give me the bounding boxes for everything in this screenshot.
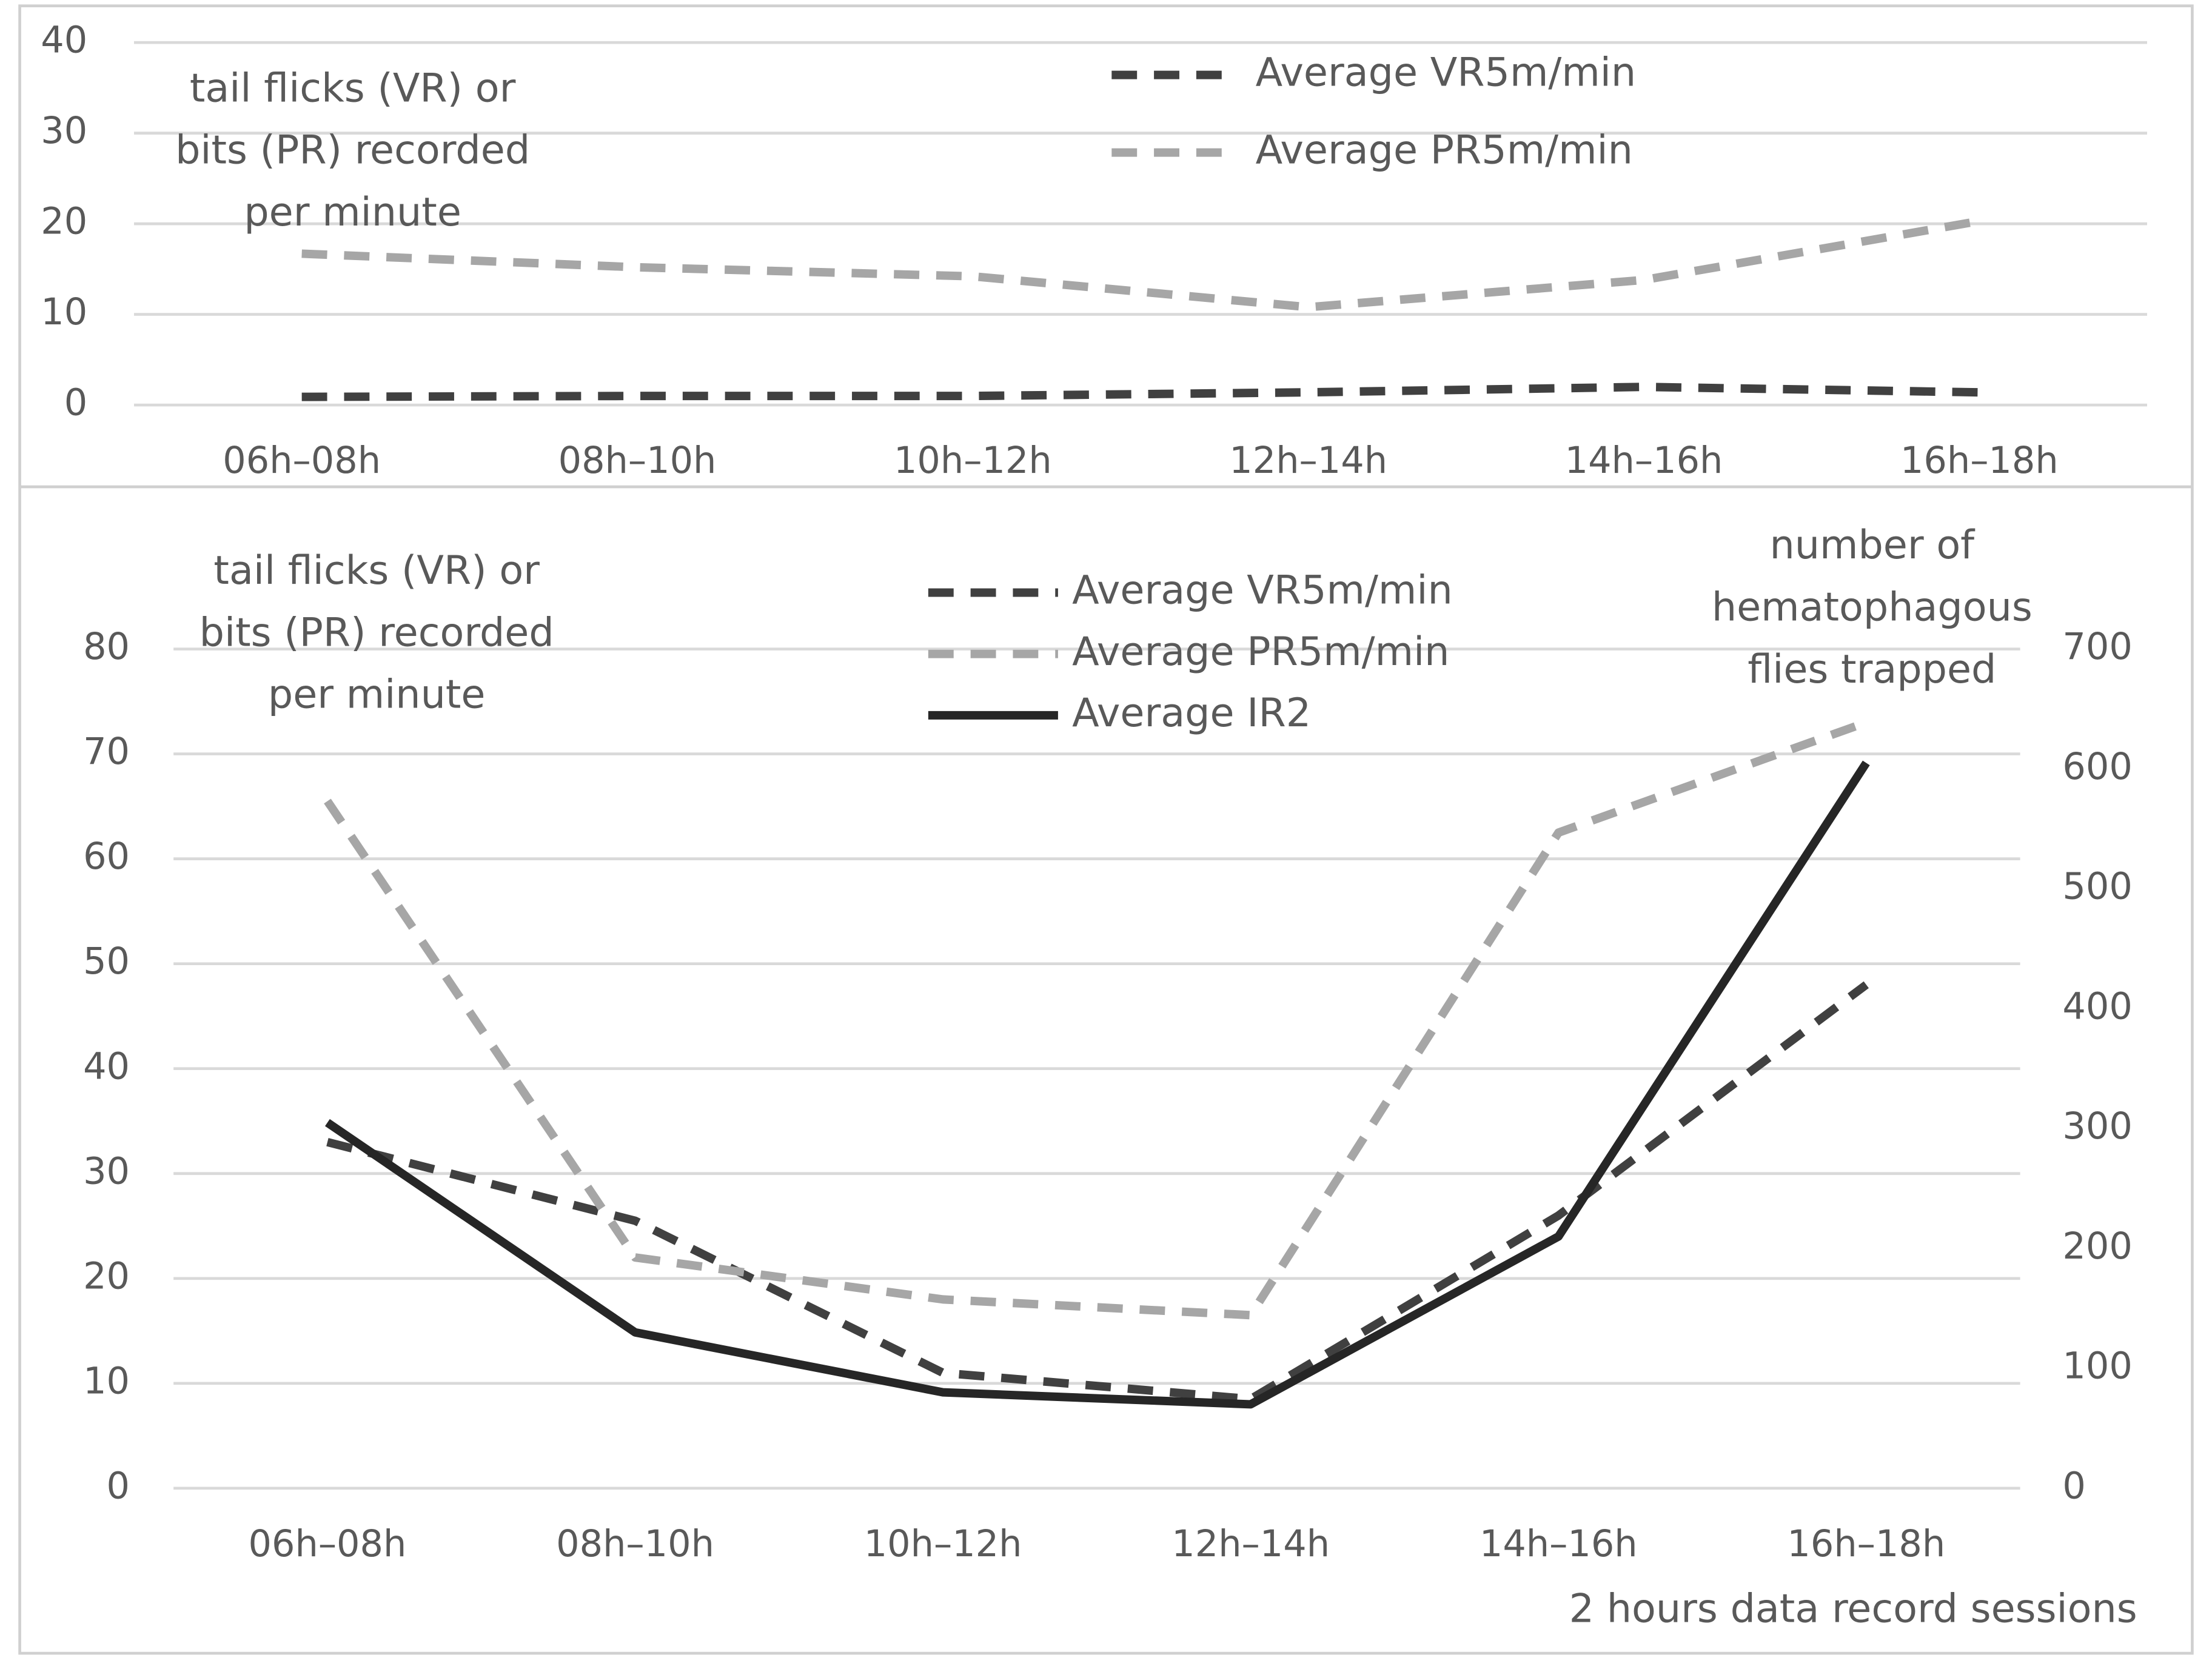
y-tick-label: 10 — [41, 291, 87, 333]
y2-tick-label: 300 — [2062, 1105, 2132, 1148]
legend-label: Average VR5m/min — [1072, 568, 1453, 614]
y-tick-label: 20 — [83, 1255, 130, 1297]
series-line — [324, 718, 1868, 1320]
legend-label: Average VR5m/min — [1256, 50, 1637, 96]
y2-tick-label: 0 — [2062, 1465, 2085, 1507]
y-tick-label: 50 — [83, 940, 130, 983]
y-axis-label: tail flicks (VR) or — [213, 548, 540, 594]
legend-label: Average PR5m/min — [1256, 128, 1633, 173]
y-tick-label: 70 — [83, 731, 130, 773]
legend-label: Average PR5m/min — [1072, 629, 1449, 675]
y-axis-label: bits (PR) recorded — [175, 128, 530, 173]
x-tick-label: 08h–10h — [558, 440, 717, 482]
x-tick-label: 10h–12h — [894, 440, 1052, 482]
y-axis-label: per minute — [268, 672, 486, 718]
series-line — [301, 383, 1980, 401]
x-tick-label: 16h–18h — [1900, 440, 2059, 482]
series-line — [325, 760, 1870, 1409]
y-tick-label: 40 — [83, 1045, 130, 1088]
y2-tick-label: 500 — [2062, 866, 2132, 908]
y-axis-label: per minute — [244, 190, 461, 235]
x-tick-label: 14h–16h — [1565, 440, 1723, 482]
frame — [18, 4, 2194, 1655]
x-tick-label: 08h–10h — [556, 1523, 714, 1565]
y-axis-label: tail flicks (VR) or — [190, 65, 516, 111]
y-tick-label: 30 — [83, 1150, 130, 1192]
y-tick-label: 80 — [83, 626, 130, 668]
y2-axis-label: hematophagous — [1712, 584, 2033, 630]
series-line — [326, 981, 1869, 1403]
y2-axis-label: number of — [1769, 523, 1976, 568]
y-tick-label: 20 — [41, 201, 87, 243]
y-tick-label: 40 — [41, 19, 87, 62]
series-line — [301, 216, 1980, 312]
x-tick-label: 16h–18h — [1787, 1523, 1945, 1565]
x-tick-label: 10h–12h — [864, 1523, 1022, 1565]
y-tick-label: 60 — [83, 835, 130, 878]
y-tick-label: 0 — [107, 1465, 130, 1507]
x-tick-label: 12h–14h — [1229, 440, 1387, 482]
y2-tick-label: 400 — [2062, 985, 2132, 1028]
y2-tick-label: 100 — [2062, 1345, 2132, 1388]
y-tick-label: 0 — [64, 382, 87, 424]
x-tick-label: 06h–08h — [249, 1523, 407, 1565]
x-tick-label: 14h–16h — [1480, 1523, 1638, 1565]
y2-axis-label: flies trapped — [1748, 647, 1996, 692]
y2-tick-label: 200 — [2062, 1225, 2132, 1268]
y2-tick-label: 600 — [2062, 746, 2132, 788]
x-axis-label: 2 hours data record sessions — [1569, 1586, 2137, 1631]
x-tick-label: 12h–14h — [1171, 1523, 1330, 1565]
y-axis-label: bits (PR) recorded — [199, 610, 554, 655]
y-tick-label: 10 — [83, 1360, 130, 1402]
x-tick-label: 06h–08h — [223, 440, 381, 482]
legend-label: Average IR2 — [1072, 691, 1311, 736]
y2-tick-label: 700 — [2062, 626, 2132, 668]
y-tick-label: 30 — [41, 110, 87, 152]
